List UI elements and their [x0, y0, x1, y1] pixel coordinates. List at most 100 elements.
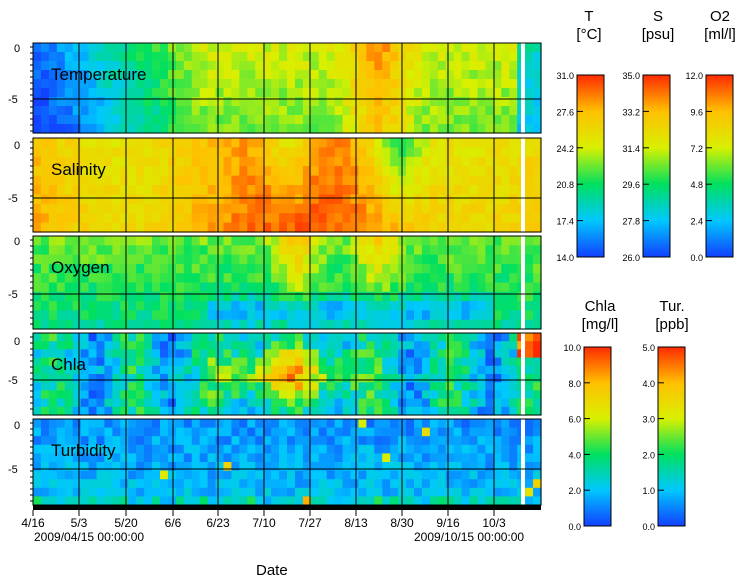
heatmap-cell — [72, 254, 82, 265]
heatmap-cell — [56, 43, 66, 53]
heatmap-cell — [112, 333, 121, 342]
heatmap-cell — [453, 185, 463, 195]
heatmap-cell — [239, 185, 248, 195]
heatmap-cell — [152, 138, 161, 148]
heatmap-cell — [421, 97, 431, 107]
heatmap-cell — [215, 203, 225, 214]
heatmap-cell — [112, 462, 121, 472]
data-gap — [521, 138, 525, 232]
heatmap-cell — [429, 194, 439, 205]
heatmap-cell — [477, 301, 487, 311]
heatmap-cell — [263, 390, 272, 400]
heatmap-cell — [287, 333, 296, 342]
heatmap-cell — [318, 88, 328, 98]
heatmap-cell — [453, 175, 463, 186]
heatmap-cell — [40, 222, 50, 233]
heatmap-cell — [342, 79, 352, 89]
heatmap-cell — [231, 365, 240, 375]
heatmap-cell — [160, 301, 169, 311]
heatmap-cell — [414, 236, 423, 246]
heatmap-cell — [160, 88, 169, 98]
heatmap-cell — [183, 70, 193, 80]
heatmap-cell — [271, 175, 280, 186]
heatmap-cell — [104, 436, 113, 446]
heatmap-cell — [160, 341, 169, 350]
heatmap-cell — [310, 333, 320, 342]
heatmap-cell — [374, 282, 383, 293]
colorbar-chla-symbol: Chla — [584, 298, 616, 315]
heatmap-cell — [358, 282, 367, 293]
heatmap-cell — [247, 390, 256, 400]
heatmap-cell — [33, 390, 42, 400]
heatmap-cell — [271, 341, 280, 350]
heatmap-cell — [223, 43, 233, 53]
heatmap-cell — [231, 61, 240, 71]
heatmap-cell — [437, 213, 447, 224]
heatmap-cell — [33, 333, 42, 342]
heatmap-cell — [136, 365, 145, 375]
heatmap-cell — [429, 245, 439, 256]
heatmap-cell — [366, 479, 375, 489]
heatmap-cell — [199, 341, 209, 350]
heatmap-cell — [533, 222, 542, 233]
panel-frame — [32, 42, 542, 134]
heatmap-cell — [429, 487, 439, 497]
heatmap-cell — [175, 222, 185, 233]
heatmap-cell — [294, 138, 304, 148]
heatmap-cell — [485, 349, 494, 359]
heatmap-cell — [533, 61, 542, 71]
heatmap-cell — [390, 444, 399, 454]
heatmap-cell — [167, 106, 177, 116]
heatmap-cell — [207, 419, 217, 429]
heatmap-cell — [493, 156, 502, 167]
heatmap-cell — [334, 61, 344, 71]
heatmap-cell — [294, 203, 304, 214]
heatmap-cell — [445, 124, 455, 134]
heatmap-cell — [509, 138, 518, 148]
heatmap-cell — [263, 444, 272, 454]
heatmap-cell — [318, 273, 328, 284]
heatmap-cell — [477, 382, 487, 391]
heatmap-cell — [152, 436, 161, 446]
heatmap-cell — [33, 301, 42, 311]
heatmap-cell — [429, 301, 439, 311]
heatmap-cell — [302, 291, 312, 302]
heatmap-cell — [310, 147, 320, 158]
heatmap-cell — [445, 341, 455, 350]
heatmap-cell — [152, 52, 161, 62]
heatmap-cell — [390, 319, 399, 330]
heatmap-cell — [437, 496, 447, 506]
heatmap-cell — [414, 273, 423, 284]
heatmap-cell — [525, 273, 534, 284]
heatmap-cell — [509, 301, 518, 311]
heatmap-cell — [207, 487, 217, 497]
heatmap-cell — [183, 398, 193, 408]
heatmap-cell — [342, 185, 352, 195]
heatmap-cell — [334, 333, 344, 342]
heatmap-cell — [326, 61, 336, 71]
heatmap-cell — [255, 427, 264, 437]
heatmap-cell — [72, 70, 82, 80]
heatmap-cell — [453, 319, 463, 330]
heatmap-cell — [310, 194, 320, 205]
heatmap-cell — [199, 79, 209, 89]
heatmap-cell — [318, 185, 328, 195]
heatmap-cell — [120, 319, 129, 330]
heatmap-cell — [96, 97, 106, 107]
heatmap-cell — [271, 70, 280, 80]
heatmap-cell — [421, 487, 431, 497]
heatmap-cell — [207, 310, 217, 321]
heatmap-cell — [263, 115, 272, 125]
heatmap-cell — [310, 390, 320, 400]
heatmap-cell — [128, 427, 137, 437]
heatmap-cell — [136, 185, 145, 195]
heatmap-cell — [64, 357, 74, 367]
heatmap-cell — [421, 398, 431, 408]
heatmap-cell — [501, 124, 510, 134]
heatmap-cell — [493, 333, 502, 342]
colorbar-tick-label: 2.0 — [642, 450, 655, 460]
heatmap-cell — [128, 291, 137, 302]
heatmap-cell — [318, 203, 328, 214]
heatmap-cell — [152, 479, 161, 489]
heatmap-cell — [144, 349, 153, 359]
